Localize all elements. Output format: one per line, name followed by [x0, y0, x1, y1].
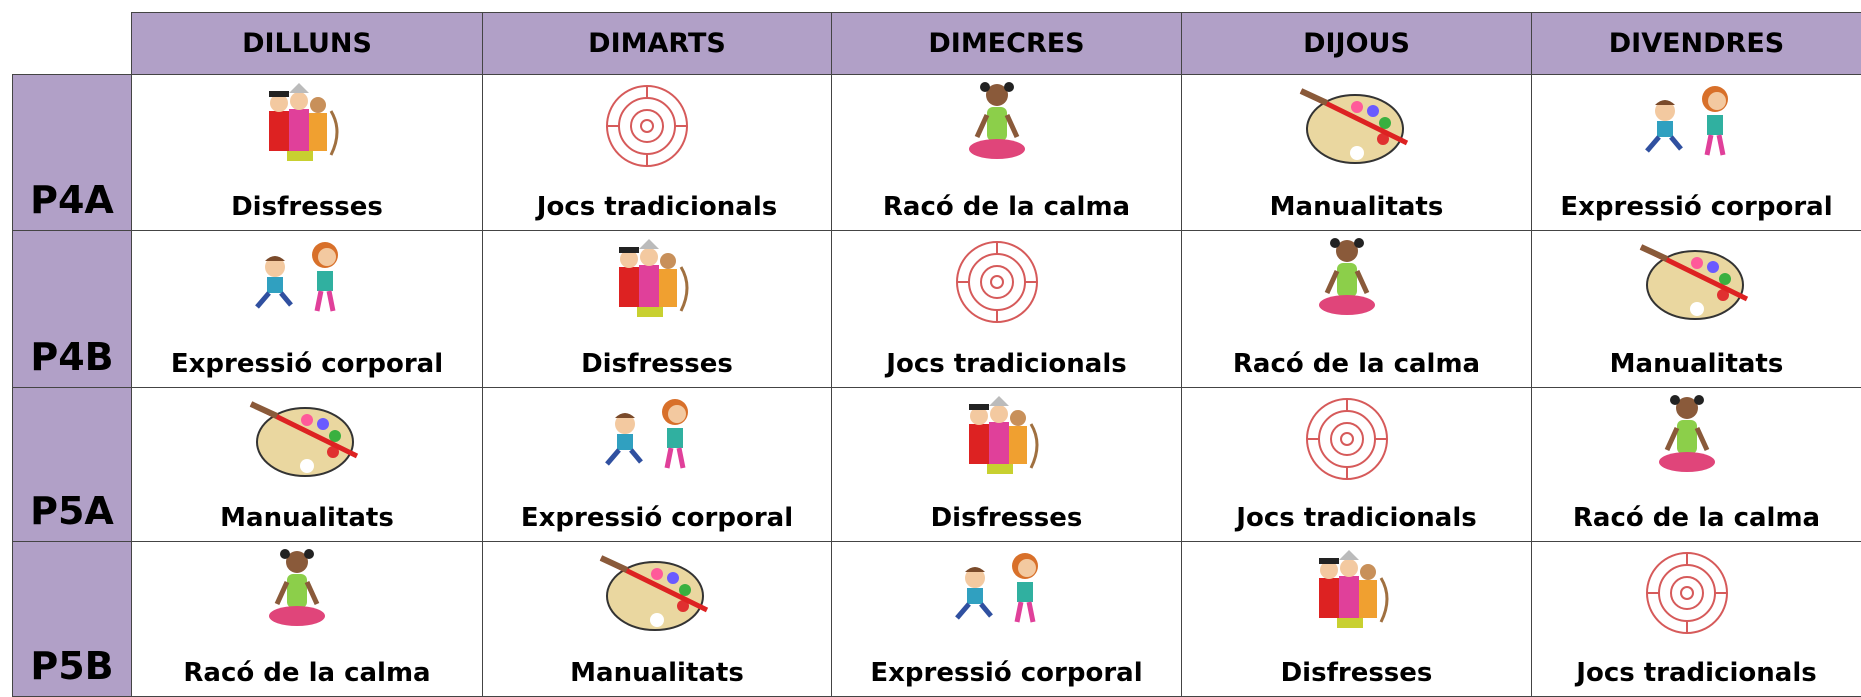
- activity-label: Disfresses: [231, 192, 383, 222]
- activity-icon: [597, 548, 717, 640]
- activity-label: Expressió corporal: [170, 349, 444, 379]
- activity-icon: [1305, 398, 1388, 480]
- row-label: P4B: [12, 230, 132, 388]
- activity-cell: Jocs tradicionals: [1531, 541, 1861, 697]
- activity-icon: [947, 81, 1067, 173]
- activity-cell: Jocs tradicionals: [482, 74, 832, 231]
- activity-cell: Expressió corporal: [831, 541, 1182, 697]
- activity-icon: [1297, 81, 1417, 173]
- activity-icon: [247, 237, 367, 329]
- column-header: DILLUNS: [131, 12, 483, 75]
- activity-label: Jocs tradicionals: [1576, 658, 1817, 688]
- activity-cell: Racó de la calma: [1531, 387, 1861, 542]
- activity-icon: [1637, 394, 1757, 486]
- activity-icon: [597, 394, 717, 486]
- activity-icon: [947, 548, 1067, 640]
- activity-cell: Disfresses: [131, 74, 483, 231]
- activity-cell: Racó de la calma: [131, 541, 483, 697]
- activity-label: Racó de la calma: [183, 658, 431, 688]
- activity-icon: [1645, 552, 1728, 634]
- activity-icon: [1637, 237, 1757, 329]
- activity-label: Racó de la calma: [882, 192, 1131, 222]
- activity-icon: [247, 394, 367, 486]
- column-header: DIMECRES: [831, 12, 1182, 75]
- activity-label: Expressió corporal: [520, 503, 794, 533]
- row-label: P4A: [12, 74, 132, 231]
- column-header: DIVENDRES: [1531, 12, 1861, 75]
- activity-label: Manualitats: [1269, 192, 1444, 222]
- activity-icon: [955, 241, 1038, 323]
- row-label: P5B: [12, 541, 132, 697]
- activity-cell: Expressió corporal: [131, 230, 483, 388]
- activity-cell: Manualitats: [131, 387, 483, 542]
- activity-cell: Manualitats: [482, 541, 832, 697]
- activity-icon: [606, 85, 688, 167]
- column-header: DIMARTS: [482, 12, 832, 75]
- activity-label: Disfresses: [1280, 658, 1433, 688]
- activity-cell: Manualitats: [1531, 230, 1861, 388]
- column-header: DIJOUS: [1181, 12, 1532, 75]
- activity-label: Racó de la calma: [1572, 503, 1821, 533]
- activity-label: Expressió corporal: [1560, 192, 1833, 222]
- activity-label: Disfresses: [930, 503, 1083, 533]
- activity-icon: [617, 237, 689, 319]
- row-label: P5A: [12, 387, 132, 542]
- activity-icon: [247, 548, 367, 640]
- activity-cell: Jocs tradicionals: [831, 230, 1182, 388]
- activity-cell: Racó de la calma: [1181, 230, 1532, 388]
- activity-cell: Disfresses: [831, 387, 1182, 542]
- activity-cell: Expressió corporal: [482, 387, 832, 542]
- activity-label: Jocs tradicionals: [536, 192, 778, 222]
- activity-label: Expressió corporal: [870, 658, 1143, 688]
- activity-cell: Disfresses: [1181, 541, 1532, 697]
- activity-label: Manualitats: [570, 658, 744, 688]
- activity-label: Manualitats: [1609, 349, 1784, 379]
- activity-icon: [1297, 237, 1417, 329]
- activity-label: Disfresses: [581, 349, 733, 379]
- activity-icon: [1317, 548, 1388, 630]
- activity-label: Jocs tradicionals: [1236, 503, 1477, 533]
- activity-cell: Disfresses: [482, 230, 832, 388]
- activity-icon: [1637, 81, 1757, 173]
- activity-cell: Racó de la calma: [831, 74, 1182, 231]
- activity-label: Manualitats: [220, 503, 394, 533]
- activity-icon: [267, 81, 339, 163]
- activity-icon: [967, 394, 1038, 476]
- activity-cell: Expressió corporal: [1531, 74, 1861, 231]
- activity-cell: Manualitats: [1181, 74, 1532, 231]
- activity-cell: Jocs tradicionals: [1181, 387, 1532, 542]
- activity-label: Racó de la calma: [1232, 349, 1481, 379]
- activity-label: Jocs tradicionals: [886, 349, 1127, 379]
